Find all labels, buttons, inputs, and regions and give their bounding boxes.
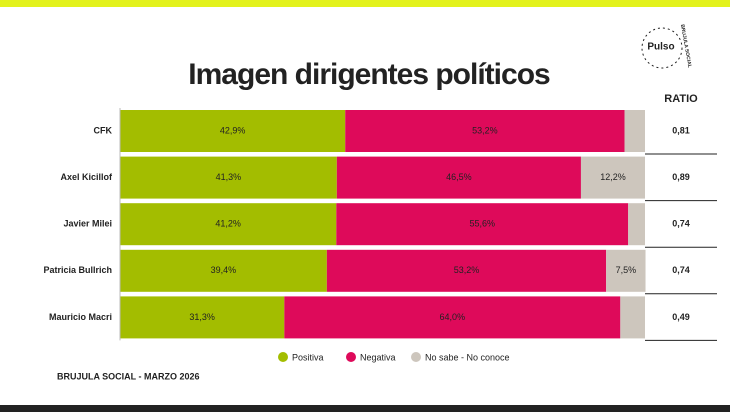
category-label: CFK (94, 125, 113, 135)
value-label: 12,2% (600, 172, 626, 182)
value-label: 53,2% (454, 265, 480, 275)
bar-segment (120, 203, 337, 246)
bar-segment (326, 249, 607, 292)
ratio-value: 0,74 (672, 219, 690, 229)
logo-subtext: BRUJULA SOCIAL (679, 24, 693, 68)
bar-segment (336, 156, 581, 199)
bar-segment (284, 296, 621, 339)
value-label: 7,5% (616, 265, 637, 275)
bar-segment (624, 110, 645, 152)
bar-segment (606, 249, 646, 292)
legend-label: Positiva (292, 352, 324, 362)
logo: Pulso (647, 42, 674, 53)
top-band (0, 0, 730, 7)
chart-title: Imagen dirigentes políticos (188, 58, 550, 91)
bar-segment (120, 110, 346, 152)
ratio-value: 0,74 (672, 265, 690, 275)
value-label: 55,6% (469, 219, 495, 229)
bar-segment (120, 296, 285, 339)
legend-label: No sabe - No conoce (425, 352, 510, 362)
bar-segment (120, 156, 337, 199)
bar-segment (620, 296, 645, 339)
bar-segment (336, 203, 629, 246)
ratio-value: 0,81 (672, 125, 690, 135)
category-label: Mauricio Macri (49, 312, 112, 322)
value-label: 53,2% (472, 125, 498, 135)
legend-marker (346, 352, 356, 362)
category-label: Patricia Bullrich (43, 265, 112, 275)
value-label: 31,3% (189, 312, 215, 322)
legend-marker (278, 352, 288, 362)
value-label: 41,2% (215, 219, 241, 229)
value-label: 41,3% (216, 172, 242, 182)
legend-label: Negativa (360, 352, 396, 362)
bar-segment (120, 249, 327, 292)
bar-segment (580, 156, 645, 199)
logo-ring (641, 27, 683, 69)
value-label: 46,5% (446, 172, 472, 182)
bar-segment (628, 203, 645, 246)
value-label: 42,9% (220, 125, 246, 135)
category-label: Javier Milei (63, 219, 112, 229)
ratio-title: RATIO (664, 93, 698, 105)
ratio-value: 0,89 (672, 172, 690, 182)
value-label: 64,0% (440, 312, 466, 322)
source: BRUJULA SOCIAL - MARZO 2026 (57, 371, 200, 381)
category-label: Axel Kicillof (60, 172, 113, 182)
ratio-value: 0,49 (672, 312, 690, 322)
legend-marker (411, 352, 421, 362)
value-label: 39,4% (211, 265, 237, 275)
bar-segment (345, 110, 625, 152)
bottom-band (0, 405, 730, 412)
